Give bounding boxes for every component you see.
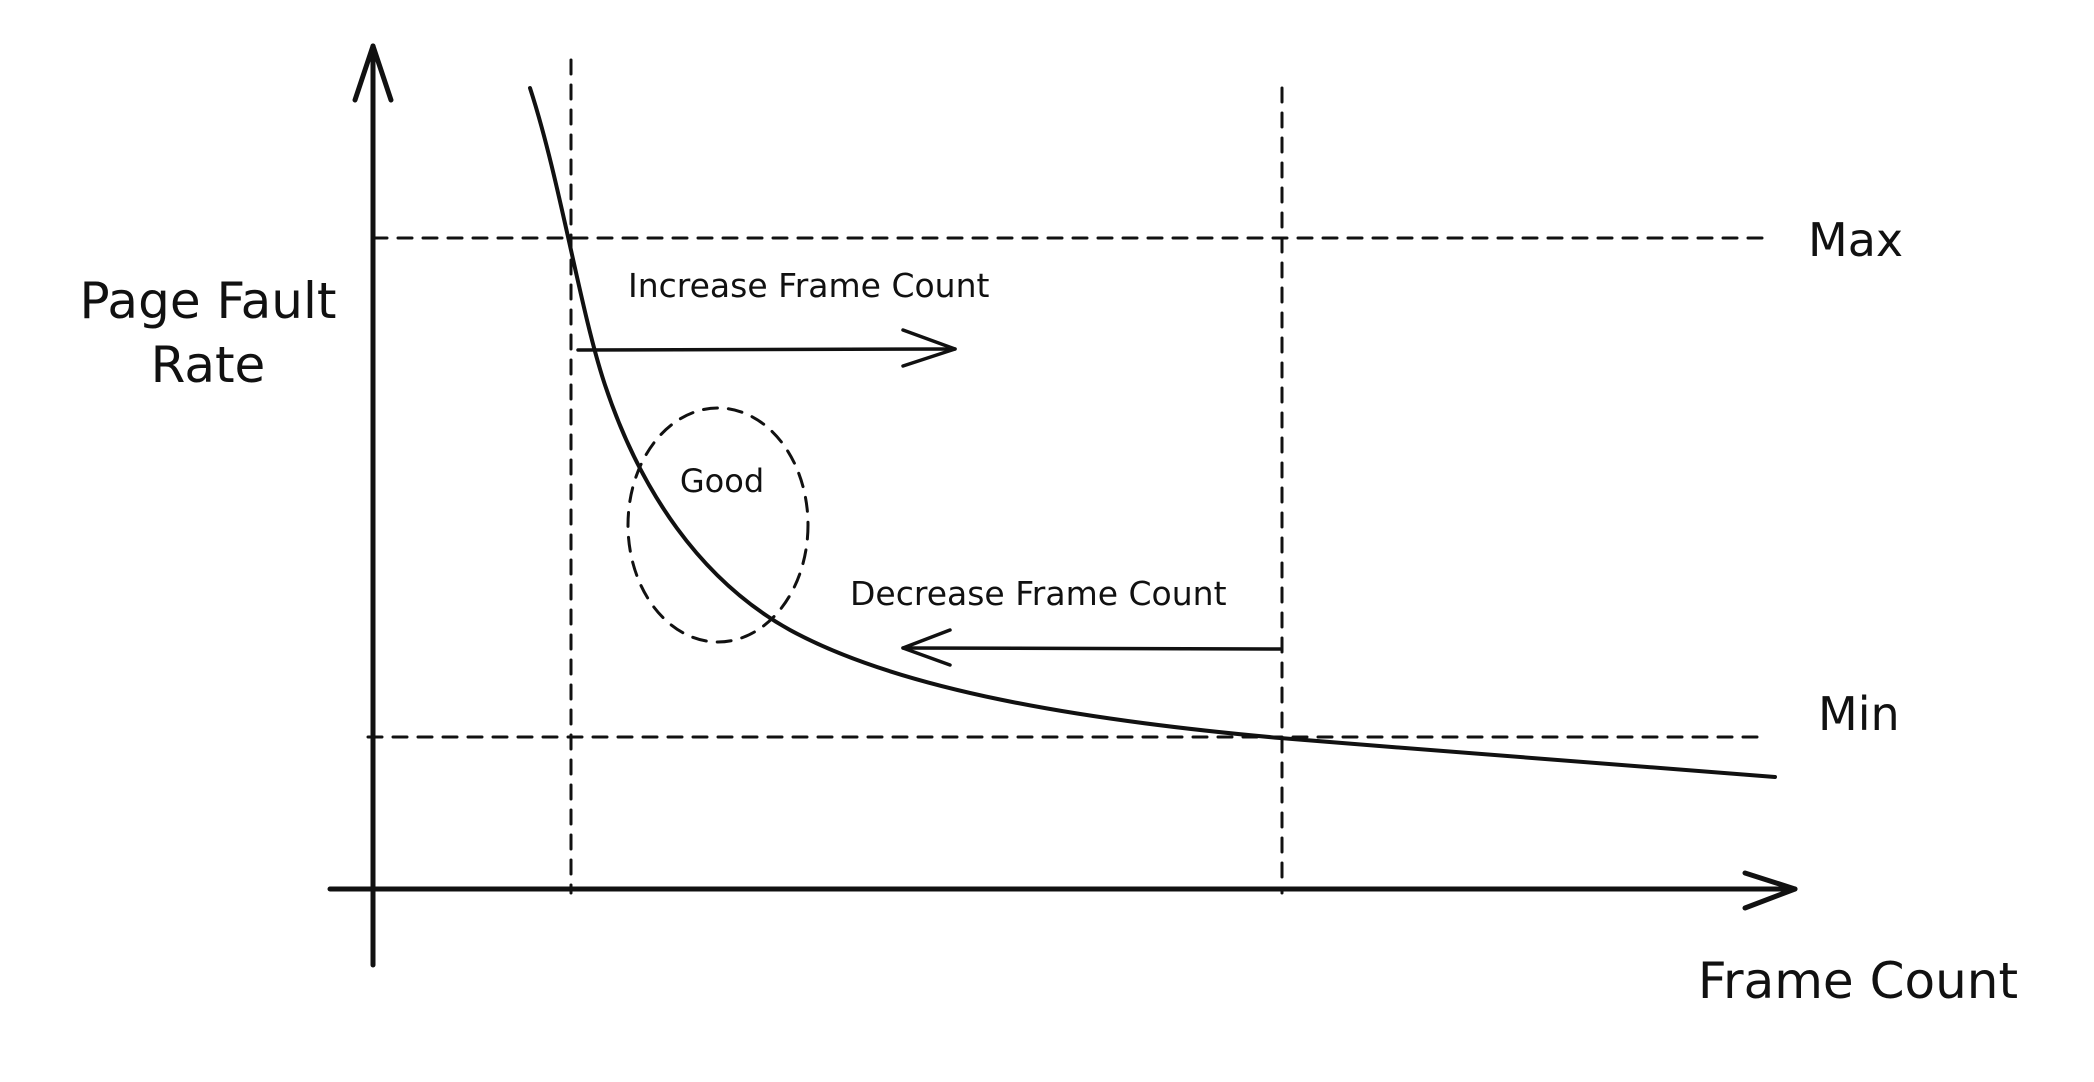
increase-frame-count-label: Increase Frame Count (628, 266, 990, 305)
decrease-arrow (901, 628, 1282, 667)
y-axis-label-line-1: Page Fault (80, 272, 337, 330)
good-region-ellipse (626, 406, 810, 644)
increase-arrow (576, 328, 957, 368)
decrease-frame-count-label: Decrease Frame Count (850, 574, 1227, 613)
min-label: Min (1818, 687, 1900, 741)
x-axis-label: Frame Count (1698, 952, 2018, 1010)
page-fault-curve (528, 86, 1777, 779)
y-axis (352, 43, 394, 968)
y-axis-label-line-2: Rate (151, 336, 266, 394)
x-axis (327, 870, 1798, 911)
max-label: Max (1808, 213, 1903, 267)
good-label: Good (680, 462, 764, 500)
